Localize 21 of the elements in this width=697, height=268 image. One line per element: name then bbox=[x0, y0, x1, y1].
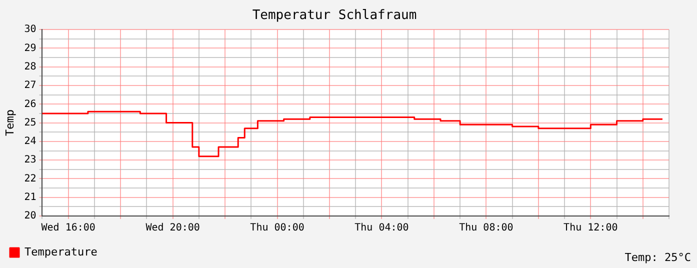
y-tick-label: 25 bbox=[24, 117, 36, 128]
x-tick-label: Wed 16:00 bbox=[41, 222, 96, 234]
x-tick-label: Thu 08:00 bbox=[459, 222, 514, 234]
y-tick-label: 30 bbox=[24, 24, 36, 36]
text: Temp: 25°C bbox=[624, 251, 691, 264]
y-tick-label: 20 bbox=[24, 210, 36, 222]
y-axis-title: Temp bbox=[3, 110, 16, 136]
x-tick-label: Thu 12:00 bbox=[564, 222, 618, 234]
x-tick-label: Thu 04:00 bbox=[354, 222, 409, 234]
y-tick-label: 28 bbox=[24, 61, 36, 72]
y-tick-label: 22 bbox=[24, 173, 36, 184]
x-tick-label: Wed 20:00 bbox=[146, 222, 200, 234]
x-tick-label: Thu 00:00 bbox=[250, 222, 304, 234]
y-tick-label: 29 bbox=[24, 42, 36, 54]
y-tick-label: 27 bbox=[24, 80, 36, 92]
y-tick-label: 23 bbox=[24, 154, 36, 166]
y-tick-label: 24 bbox=[24, 136, 36, 148]
y-tick-label: 21 bbox=[24, 192, 36, 203]
chart-title: Temperatur Schlafraum bbox=[252, 8, 417, 24]
legend-label: Temperature bbox=[24, 245, 98, 258]
y-tick-label: 26 bbox=[24, 98, 36, 110]
